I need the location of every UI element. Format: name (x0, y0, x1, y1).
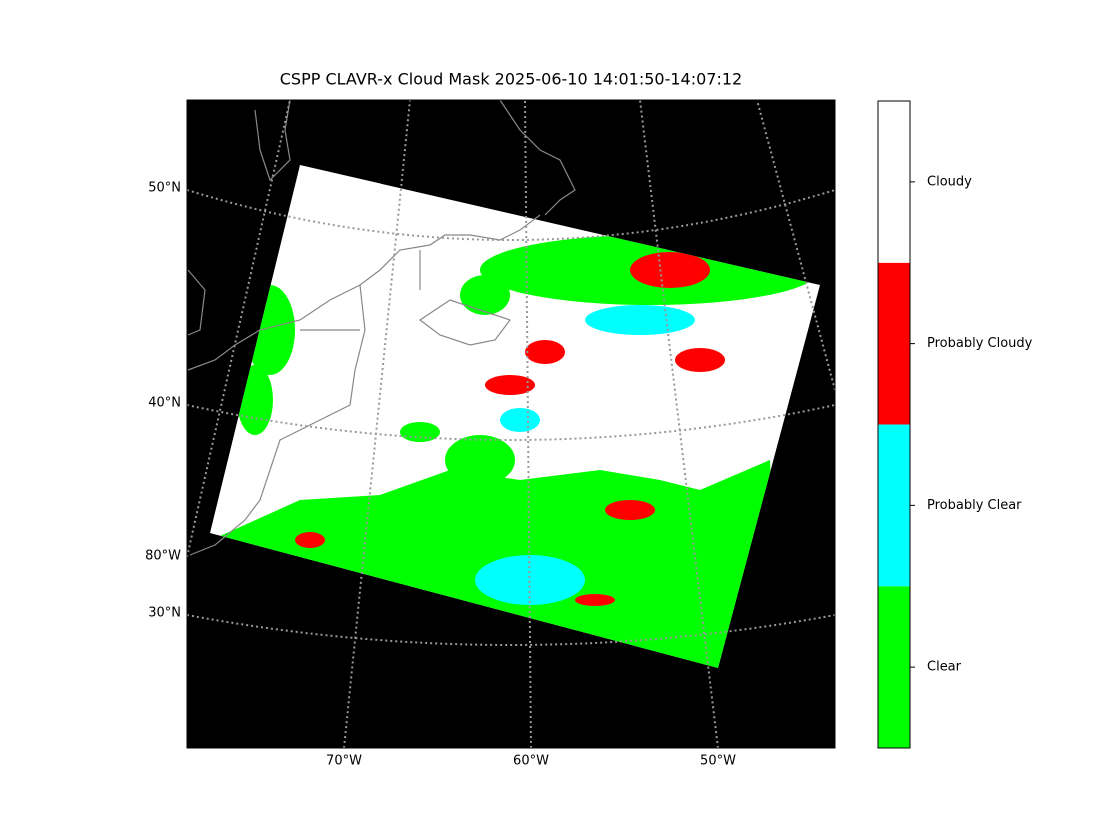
prob-cloudy-area (295, 532, 325, 548)
prob-cloudy-area (575, 594, 615, 606)
lat-label: 50°N (148, 181, 181, 196)
clear-area (460, 275, 510, 315)
meridian (343, 100, 411, 748)
prob-cloudy-area (630, 252, 710, 288)
lat-label: 30°N (148, 606, 181, 621)
coastline (187, 100, 576, 556)
colorbar-label: Cloudy (927, 174, 972, 189)
lat-label: 40°N (148, 396, 181, 411)
colorbar: Clear Probably Clear Probably Cloudy Cloudy (877, 100, 1033, 749)
meridian (187, 100, 291, 558)
title: CSPP CLAVR-x Cloud Mask 2025-06-10 14:01… (280, 70, 742, 89)
prob-cloudy-area (525, 340, 565, 364)
map-frame (186, 99, 836, 749)
colorbar-segment (878, 586, 910, 748)
prob-clear-area (500, 408, 540, 432)
clear-area (400, 422, 440, 442)
map (187, 100, 835, 748)
colorbar-label: Clear (927, 660, 962, 675)
lon-label: 80°W (145, 549, 181, 564)
prob-cloudy-area (605, 500, 655, 520)
prob-clear-area (475, 555, 585, 605)
colorbar-label: Probably Clear (927, 498, 1022, 513)
colorbar-segment (878, 101, 910, 263)
meridian (639, 100, 719, 748)
lon-label: 60°W (513, 754, 549, 769)
clear-area (445, 435, 515, 485)
colorbar-segment (878, 262, 910, 425)
colorbar-frame (877, 100, 911, 749)
meridian (756, 100, 835, 391)
colorbar-segment (878, 424, 910, 587)
parallel (187, 404, 835, 441)
prob-clear-area (585, 305, 695, 335)
meridian (524, 100, 532, 748)
lon-label: 50°W (700, 754, 736, 769)
prob-cloudy-area (485, 375, 535, 395)
lon-label: 70°W (326, 754, 362, 769)
prob-cloudy-area (675, 348, 725, 372)
parallel (187, 614, 835, 646)
colorbar-label: Probably Cloudy (927, 336, 1033, 351)
